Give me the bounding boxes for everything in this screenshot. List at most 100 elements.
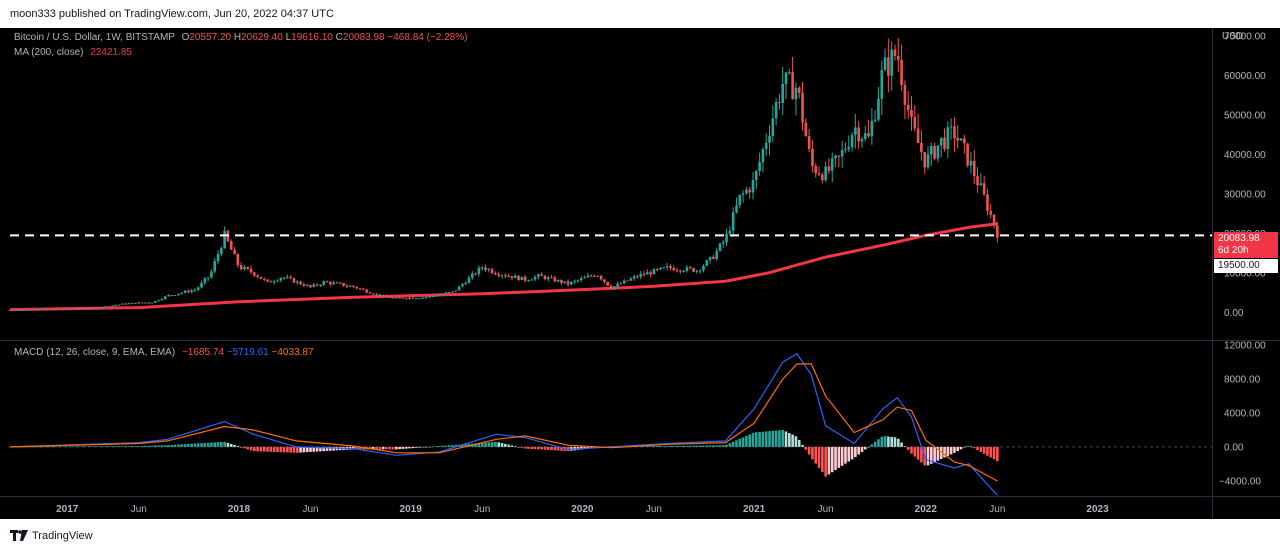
price-tick-label[interactable]: 50000.00 — [1224, 110, 1266, 121]
price-tick-label[interactable]: 10000.00 — [1224, 268, 1266, 279]
macd-histogram-bar — [860, 446, 864, 452]
price-tick-label[interactable]: 60000.00 — [1224, 71, 1266, 82]
time-tick-label[interactable]: Jun — [302, 504, 318, 515]
candle-body — [741, 193, 745, 195]
time-tick-label[interactable]: 2021 — [743, 504, 766, 515]
candle-body — [662, 267, 666, 269]
macd-histogram-bar — [203, 442, 207, 447]
candle-body — [229, 241, 233, 250]
chart-frame[interactable] — [0, 28, 1280, 519]
candle-body — [507, 276, 510, 278]
time-tick-label[interactable]: Jun — [646, 504, 662, 515]
macd-histogram-bar — [930, 446, 933, 464]
macd-histogram-bar — [196, 443, 200, 447]
time-tick-label[interactable]: Jun — [474, 504, 490, 515]
price-tick-label[interactable]: 30000.00 — [1224, 189, 1266, 200]
candle-body — [913, 117, 917, 129]
time-tick-label[interactable]: 2022 — [915, 504, 938, 515]
macd-histogram-series — [8, 429, 999, 477]
candle-body — [35, 309, 38, 311]
macd-histogram-bar — [837, 446, 841, 468]
candle-body — [467, 277, 471, 284]
candle-body — [725, 233, 728, 243]
macd-label[interactable]: MACD (12, 26, close, 9, EMA, EMA) — [14, 347, 176, 358]
price-tick-label[interactable]: 0.00 — [1224, 308, 1244, 319]
candle-body — [173, 294, 177, 296]
macd-histogram-bar — [811, 446, 814, 460]
candle-body — [979, 183, 983, 186]
tradingview-logo[interactable]: TradingView — [10, 530, 93, 542]
macd-histogram-bar — [147, 445, 150, 447]
macd-histogram-bar — [282, 446, 286, 453]
macd-histogram-bar — [114, 446, 117, 447]
candle-body — [97, 307, 101, 309]
candle-body — [471, 273, 474, 278]
close-label: C — [335, 32, 343, 43]
macd-histogram-bar — [992, 446, 996, 460]
macd-histogram-bar — [223, 441, 226, 447]
macd-histogram-bar — [484, 442, 487, 447]
price-tick-label[interactable]: 40000.00 — [1224, 150, 1266, 161]
macd-histogram-bar — [180, 444, 184, 447]
time-tick-label[interactable]: 2017 — [56, 504, 79, 515]
tradingview-brand: TradingView — [32, 530, 93, 542]
candle-body — [695, 270, 699, 272]
time-tick-label[interactable]: Jun — [131, 504, 147, 515]
candle-body — [127, 303, 131, 305]
macd-histogram-bar — [830, 446, 834, 473]
macd-histogram-bar — [761, 431, 765, 447]
candle-body — [484, 267, 487, 271]
macd-histogram-bar — [550, 446, 553, 451]
macd-histogram-bar — [966, 445, 969, 447]
macd-histogram-bar — [272, 446, 276, 452]
candle-body — [599, 275, 603, 280]
ma-label[interactable]: MA (200, close) — [14, 47, 84, 58]
time-tick-label[interactable]: 2023 — [1086, 504, 1109, 515]
macd-histogram-bar — [246, 446, 250, 450]
candle-body — [345, 285, 349, 287]
candle-body — [751, 180, 755, 193]
price-axis-ticks[interactable]: 0.0010000.0020000.0030000.0040000.005000… — [1224, 31, 1266, 318]
low-value: 19616.10 — [291, 32, 333, 43]
macd-tick-label[interactable]: −4000.00 — [1219, 476, 1261, 487]
time-axis-ticks[interactable]: 2017 Jun 2018 Jun 2019 Jun 2020 Jun 2021 Jun 2022 J… — [56, 504, 1109, 515]
macd-tick-label[interactable]: 0.00 — [1224, 442, 1244, 453]
candle-body — [943, 137, 946, 149]
time-tick-label[interactable]: 2018 — [228, 504, 251, 515]
candle-body — [939, 137, 943, 146]
candle-body — [104, 306, 108, 308]
macd-histogram-bar — [286, 446, 289, 453]
macd-histogram-bar — [513, 446, 517, 447]
candle-body — [428, 296, 431, 298]
macd-histogram-bar — [289, 446, 292, 453]
macd-histogram-bar — [325, 446, 329, 451]
macd-tick-label[interactable]: 4000.00 — [1224, 408, 1261, 419]
last-price-badge[interactable]: 20083.98 6d 20h — [1214, 232, 1278, 258]
candle-body — [570, 281, 573, 285]
price-tick-label[interactable]: 70000.00 — [1224, 31, 1266, 42]
candle-body — [883, 57, 887, 70]
candle-body — [840, 150, 844, 157]
macd-histogram-bar — [87, 446, 91, 447]
last-price-value: 20083.98 — [1218, 233, 1260, 244]
level-label-badge[interactable]: 19500.00 — [1214, 259, 1278, 273]
macd-histogram-bar — [276, 446, 279, 453]
macd-axis-ticks[interactable]: 12000.00 8000.00 4000.00 0.00 −4000.00 — [1219, 341, 1266, 488]
macd-tick-label[interactable]: 12000.00 — [1224, 341, 1266, 352]
macd-histogram-bar — [229, 443, 233, 447]
time-tick-label[interactable]: Jun — [818, 504, 834, 515]
time-tick-label[interactable]: 2019 — [400, 504, 423, 515]
macd-histogram-bar — [682, 445, 685, 447]
candle-body — [342, 283, 345, 286]
candle-body — [51, 308, 55, 310]
macd-histogram-bar — [160, 445, 164, 447]
macd-tick-label[interactable]: 8000.00 — [1224, 375, 1261, 386]
macd-histogram-bar — [863, 446, 867, 450]
candle-body — [606, 281, 609, 286]
candle-body — [814, 166, 818, 174]
macd-histogram-bar — [986, 446, 989, 456]
time-tick-label[interactable]: Jun — [989, 504, 1005, 515]
symbol-label[interactable]: Bitcoin / U.S. Dollar, 1W, BITSTAMP — [14, 32, 175, 43]
time-tick-label[interactable]: 2020 — [571, 504, 594, 515]
